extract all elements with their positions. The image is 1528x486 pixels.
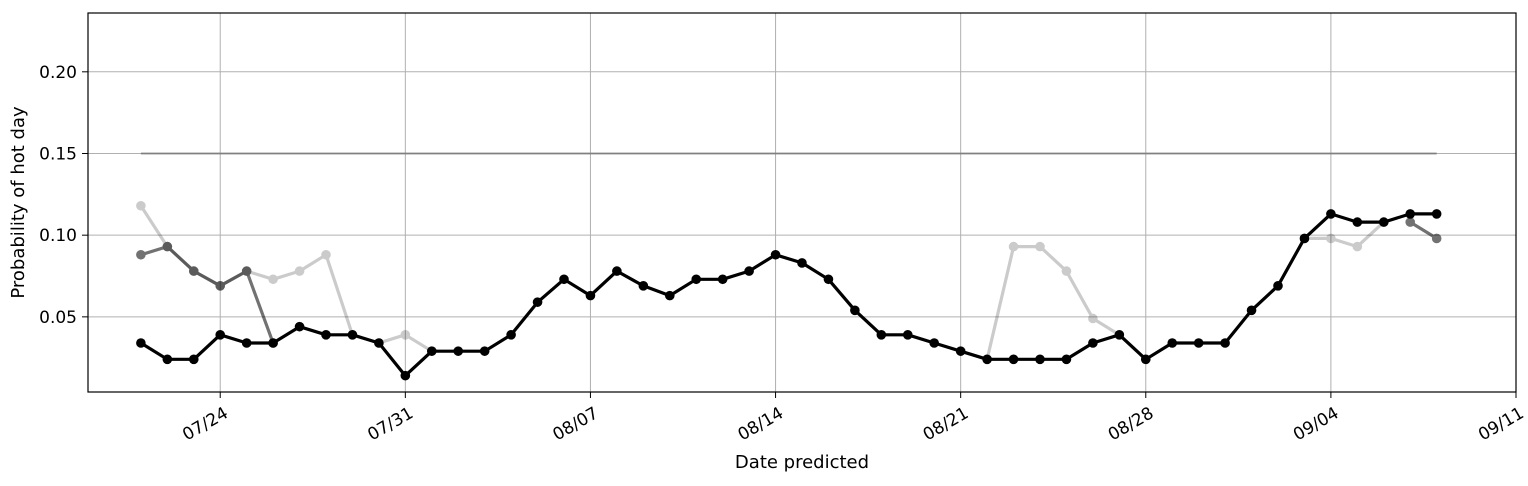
x-axis-ticks: 07/24 07/31 08/07 08/14 08/21 08/28 09/04 09/11: [179, 392, 1528, 445]
data-point: [1220, 338, 1230, 348]
data-point: [1378, 217, 1389, 227]
series-line: [1408, 220, 1439, 240]
data-point: [188, 354, 199, 365]
x-tick-label: 09/04: [1290, 403, 1342, 445]
data-point: [506, 330, 516, 340]
x-tick-label: 07/24: [179, 403, 231, 445]
series-line: [139, 204, 434, 353]
data-point: [136, 338, 146, 348]
data-point: [1352, 217, 1363, 227]
plot-frame: [87, 12, 1517, 393]
data-point: [1299, 233, 1310, 244]
data-point: [585, 290, 596, 301]
data-point: [1431, 209, 1442, 219]
series-line: [139, 212, 1439, 378]
data-point: [268, 274, 278, 285]
data-point: [374, 338, 384, 348]
data-point: [426, 346, 437, 356]
data-point: [1114, 330, 1125, 340]
data-point: [136, 200, 146, 211]
y-axis-ticks: 0.05 0.10 0.15 0.20: [39, 63, 88, 328]
data-point: [400, 370, 411, 381]
series-group: [136, 200, 1442, 381]
data-point: [612, 266, 622, 276]
data-point: [321, 330, 331, 340]
data-point: [268, 338, 278, 348]
x-axis-label: Date predicted: [735, 452, 869, 473]
data-point: [1035, 354, 1045, 365]
data-point: [479, 346, 490, 356]
data-point: [929, 338, 940, 348]
data-point: [902, 330, 913, 340]
y-axis-label: Probability of hot day: [8, 106, 29, 299]
data-point: [1035, 241, 1045, 252]
y-tick-label: 0.15: [39, 144, 77, 164]
data-point: [1326, 209, 1336, 219]
series-line: [1302, 220, 1386, 249]
data-point: [982, 354, 992, 365]
grid: [88, 13, 1517, 392]
data-point: [797, 258, 807, 268]
data-point: [215, 330, 226, 340]
data-point: [1405, 209, 1416, 219]
data-point: [1352, 241, 1363, 252]
data-point: [717, 274, 728, 285]
data-point: [532, 297, 543, 307]
data-point: [294, 321, 305, 332]
y-tick-label: 0.20: [39, 63, 77, 83]
x-tick-label: 08/07: [550, 403, 602, 445]
data-point: [162, 241, 173, 252]
y-tick-label: 0.10: [39, 226, 77, 246]
data-point: [876, 330, 887, 340]
y-tick-label: 0.05: [39, 308, 77, 328]
data-point: [1246, 305, 1257, 316]
data-point: [955, 346, 966, 356]
data-point: [1088, 338, 1098, 348]
data-point: [1273, 281, 1283, 291]
data-point: [241, 266, 252, 276]
data-point: [823, 274, 834, 285]
data-point: [638, 281, 649, 291]
x-tick-label: 08/14: [735, 403, 787, 445]
series-line: [139, 245, 275, 345]
data-point: [1167, 338, 1178, 348]
data-point: [453, 346, 464, 356]
data-point: [1431, 233, 1442, 244]
data-point: [1193, 338, 1204, 348]
data-point: [1140, 354, 1151, 365]
data-point: [1008, 354, 1019, 365]
data-point: [347, 330, 358, 340]
data-point: [136, 249, 146, 260]
x-tick-label: 09/11: [1475, 403, 1527, 445]
series-line: [959, 245, 1148, 361]
data-point: [188, 266, 199, 276]
data-point: [691, 274, 702, 285]
data-point: [162, 354, 173, 365]
series-3: [136, 209, 1442, 381]
data-point: [215, 281, 226, 291]
data-point: [850, 305, 860, 316]
series-2: [136, 217, 1442, 348]
data-point: [241, 338, 252, 348]
data-point: [1061, 266, 1072, 276]
data-point: [1405, 217, 1416, 227]
data-point: [1326, 233, 1336, 244]
data-point: [1008, 241, 1019, 252]
data-point: [294, 266, 305, 276]
data-point: [770, 249, 781, 260]
data-point: [559, 274, 569, 285]
data-point: [321, 249, 331, 260]
data-point: [744, 266, 754, 276]
data-point: [1061, 354, 1072, 365]
x-tick-label: 07/31: [364, 403, 416, 445]
x-tick-label: 08/28: [1105, 403, 1157, 445]
data-point: [664, 290, 675, 301]
data-point: [400, 330, 411, 340]
x-tick-label: 08/21: [920, 403, 972, 445]
data-point: [1088, 313, 1098, 324]
